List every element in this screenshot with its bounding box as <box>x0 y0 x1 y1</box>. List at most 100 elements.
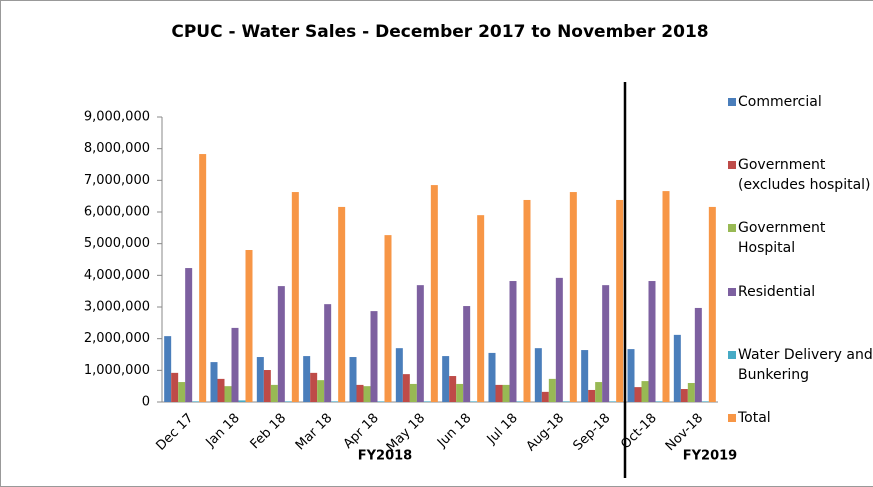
legend-entry: Water Delivery and Bunkering <box>728 345 873 385</box>
bar <box>356 384 364 402</box>
bar <box>687 383 695 402</box>
legend-label: Total <box>738 410 771 426</box>
bar <box>284 401 292 402</box>
bar <box>277 286 285 402</box>
bar <box>384 235 392 402</box>
bar <box>627 349 635 402</box>
bar <box>648 281 656 402</box>
bar <box>541 391 549 402</box>
bar <box>338 206 346 402</box>
bar <box>363 386 371 402</box>
legend-label: Government (excludes hospital) <box>738 157 871 193</box>
y-tick-label: 0 <box>142 395 150 410</box>
bar <box>634 387 642 402</box>
bar <box>270 384 278 402</box>
legend-swatch <box>728 288 736 296</box>
y-tick-label: 9,000,000 <box>84 110 150 125</box>
legend-swatch <box>728 224 736 232</box>
bar <box>488 352 496 402</box>
bar <box>562 401 570 402</box>
bar <box>291 192 299 402</box>
bar <box>402 374 410 402</box>
bar <box>509 281 517 402</box>
y-tick-label: 6,000,000 <box>84 205 150 220</box>
bar <box>395 348 403 402</box>
bar <box>495 384 503 402</box>
bar <box>263 370 271 402</box>
bar <box>456 383 464 402</box>
bar <box>210 362 218 402</box>
legend-label: Residential <box>738 284 816 300</box>
bar <box>331 401 339 402</box>
bar <box>192 401 200 402</box>
bar <box>377 401 385 402</box>
bar <box>231 327 239 402</box>
legend-label: Water Delivery and Bunkering <box>738 347 873 383</box>
bar <box>409 383 417 402</box>
bar <box>317 380 325 402</box>
bar <box>641 381 649 402</box>
bar <box>256 357 264 402</box>
chart-title: CPUC - Water Sales - December 2017 to No… <box>171 22 708 42</box>
bar <box>199 154 207 402</box>
bar <box>673 334 681 402</box>
bar <box>324 304 332 402</box>
bar <box>178 382 186 402</box>
y-tick-label: 1,000,000 <box>84 363 150 378</box>
y-tick-label: 3,000,000 <box>84 300 150 315</box>
bar <box>609 401 617 402</box>
annotation: FY2018 <box>358 449 412 464</box>
bar <box>423 401 431 402</box>
annotation: FY2019 <box>683 449 737 464</box>
bar <box>217 378 225 402</box>
legend-swatch <box>728 98 736 106</box>
bar <box>569 192 577 402</box>
bar <box>463 306 471 402</box>
bar <box>581 350 589 402</box>
bar <box>588 389 596 402</box>
legend-swatch <box>728 161 736 169</box>
bar <box>595 382 603 402</box>
bar <box>701 401 709 402</box>
bar <box>349 357 357 402</box>
y-tick-label: 5,000,000 <box>84 236 150 251</box>
bar <box>370 311 378 402</box>
bar <box>708 206 716 402</box>
y-tick-label: 8,000,000 <box>84 141 150 156</box>
bar <box>238 400 246 402</box>
bar <box>680 389 688 402</box>
legend-entry: Government Hospital <box>728 218 873 258</box>
bar <box>164 336 172 402</box>
legend-swatch <box>728 414 736 422</box>
bar <box>171 372 179 402</box>
y-tick-label: 7,000,000 <box>84 173 150 188</box>
bar <box>694 307 702 402</box>
bar <box>523 199 531 402</box>
bar <box>416 285 424 402</box>
bar <box>310 372 318 402</box>
legend-swatch <box>728 351 736 359</box>
bar <box>655 401 663 402</box>
bar <box>470 401 478 402</box>
bar <box>224 386 232 402</box>
legend-entry: Commercial <box>728 92 873 112</box>
y-tick-label: 2,000,000 <box>84 331 150 346</box>
bar <box>616 199 624 402</box>
bar <box>502 384 510 402</box>
bar <box>185 268 193 402</box>
bar <box>534 348 542 402</box>
legend-label: Commercial <box>738 94 822 110</box>
bar <box>303 356 311 402</box>
bar <box>555 277 563 402</box>
legend-label: Government Hospital <box>738 220 826 256</box>
y-tick-label: 4,000,000 <box>84 268 150 283</box>
bar <box>516 401 524 402</box>
bar <box>449 376 457 402</box>
legend-entry: Residential <box>728 282 873 302</box>
legend-entry: Total <box>728 408 873 428</box>
bar <box>442 356 450 402</box>
legend-entry: Government (excludes hospital) <box>728 155 873 195</box>
bar <box>602 285 610 402</box>
